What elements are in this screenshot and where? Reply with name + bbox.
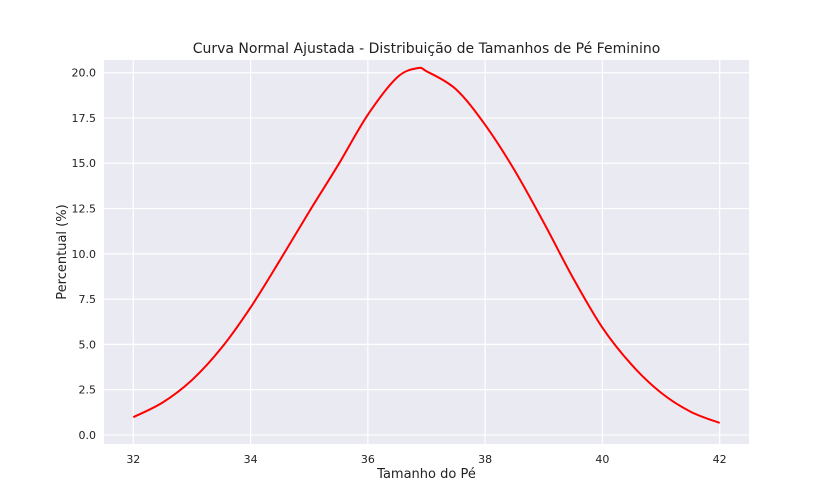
- x-tick-label: 38: [478, 453, 492, 466]
- normal-curve-line: [132, 66, 721, 424]
- y-tick-label: 2.5: [79, 384, 97, 397]
- y-tick-label: 15.0: [72, 157, 97, 170]
- y-tick-label: 0.0: [79, 429, 97, 442]
- x-tick-label: 34: [244, 453, 258, 466]
- x-tick-label: 42: [713, 453, 727, 466]
- y-tick-label: 20.0: [72, 67, 97, 80]
- chart-title: Curva Normal Ajustada - Distribuição de …: [193, 41, 661, 57]
- x-tick-label: 36: [361, 453, 375, 466]
- y-tick-label: 5.0: [79, 338, 97, 351]
- y-tick-label: 10.0: [72, 248, 97, 261]
- x-tick-label: 32: [126, 453, 140, 466]
- grid: [104, 60, 749, 444]
- y-tick-label: 7.5: [79, 293, 97, 306]
- plot-area: [104, 60, 749, 444]
- x-axis-label: Tamanho do Pé: [376, 467, 476, 482]
- x-tick-label: 40: [595, 453, 609, 466]
- y-axis: 0.0 2.5 5.0 7.5 10.0 12.5 15.0 17.5 20.0: [72, 67, 97, 442]
- y-axis-label: Percentual (%): [55, 204, 70, 299]
- y-tick-label: 12.5: [72, 203, 97, 216]
- y-tick-label: 17.5: [72, 112, 97, 125]
- x-axis: 32 34 36 38 40 42: [126, 453, 726, 466]
